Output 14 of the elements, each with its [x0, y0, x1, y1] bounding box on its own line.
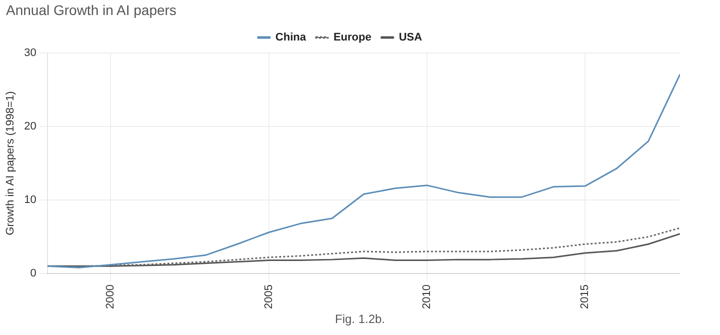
legend-label: USA: [398, 32, 422, 44]
y-tick-label: 20: [24, 120, 36, 133]
legend-label: China: [275, 32, 307, 44]
chart-title: Annual Growth in AI papers: [6, 2, 176, 18]
caption: Fig. 1.2b.: [334, 312, 386, 326]
y-tick-label: 10: [24, 194, 36, 206]
x-tick-label: 2010: [421, 284, 434, 310]
y-tick-label: 0: [30, 268, 36, 280]
y-axis-title: Growth in AI papers (1998=1): [4, 91, 17, 236]
y-tick-label: 30: [24, 47, 36, 60]
legend-label: Europe: [333, 32, 372, 44]
x-tick-label: 2000: [104, 284, 117, 310]
x-tick-label: 2005: [262, 284, 275, 310]
x-tick-label: 2015: [579, 284, 592, 310]
